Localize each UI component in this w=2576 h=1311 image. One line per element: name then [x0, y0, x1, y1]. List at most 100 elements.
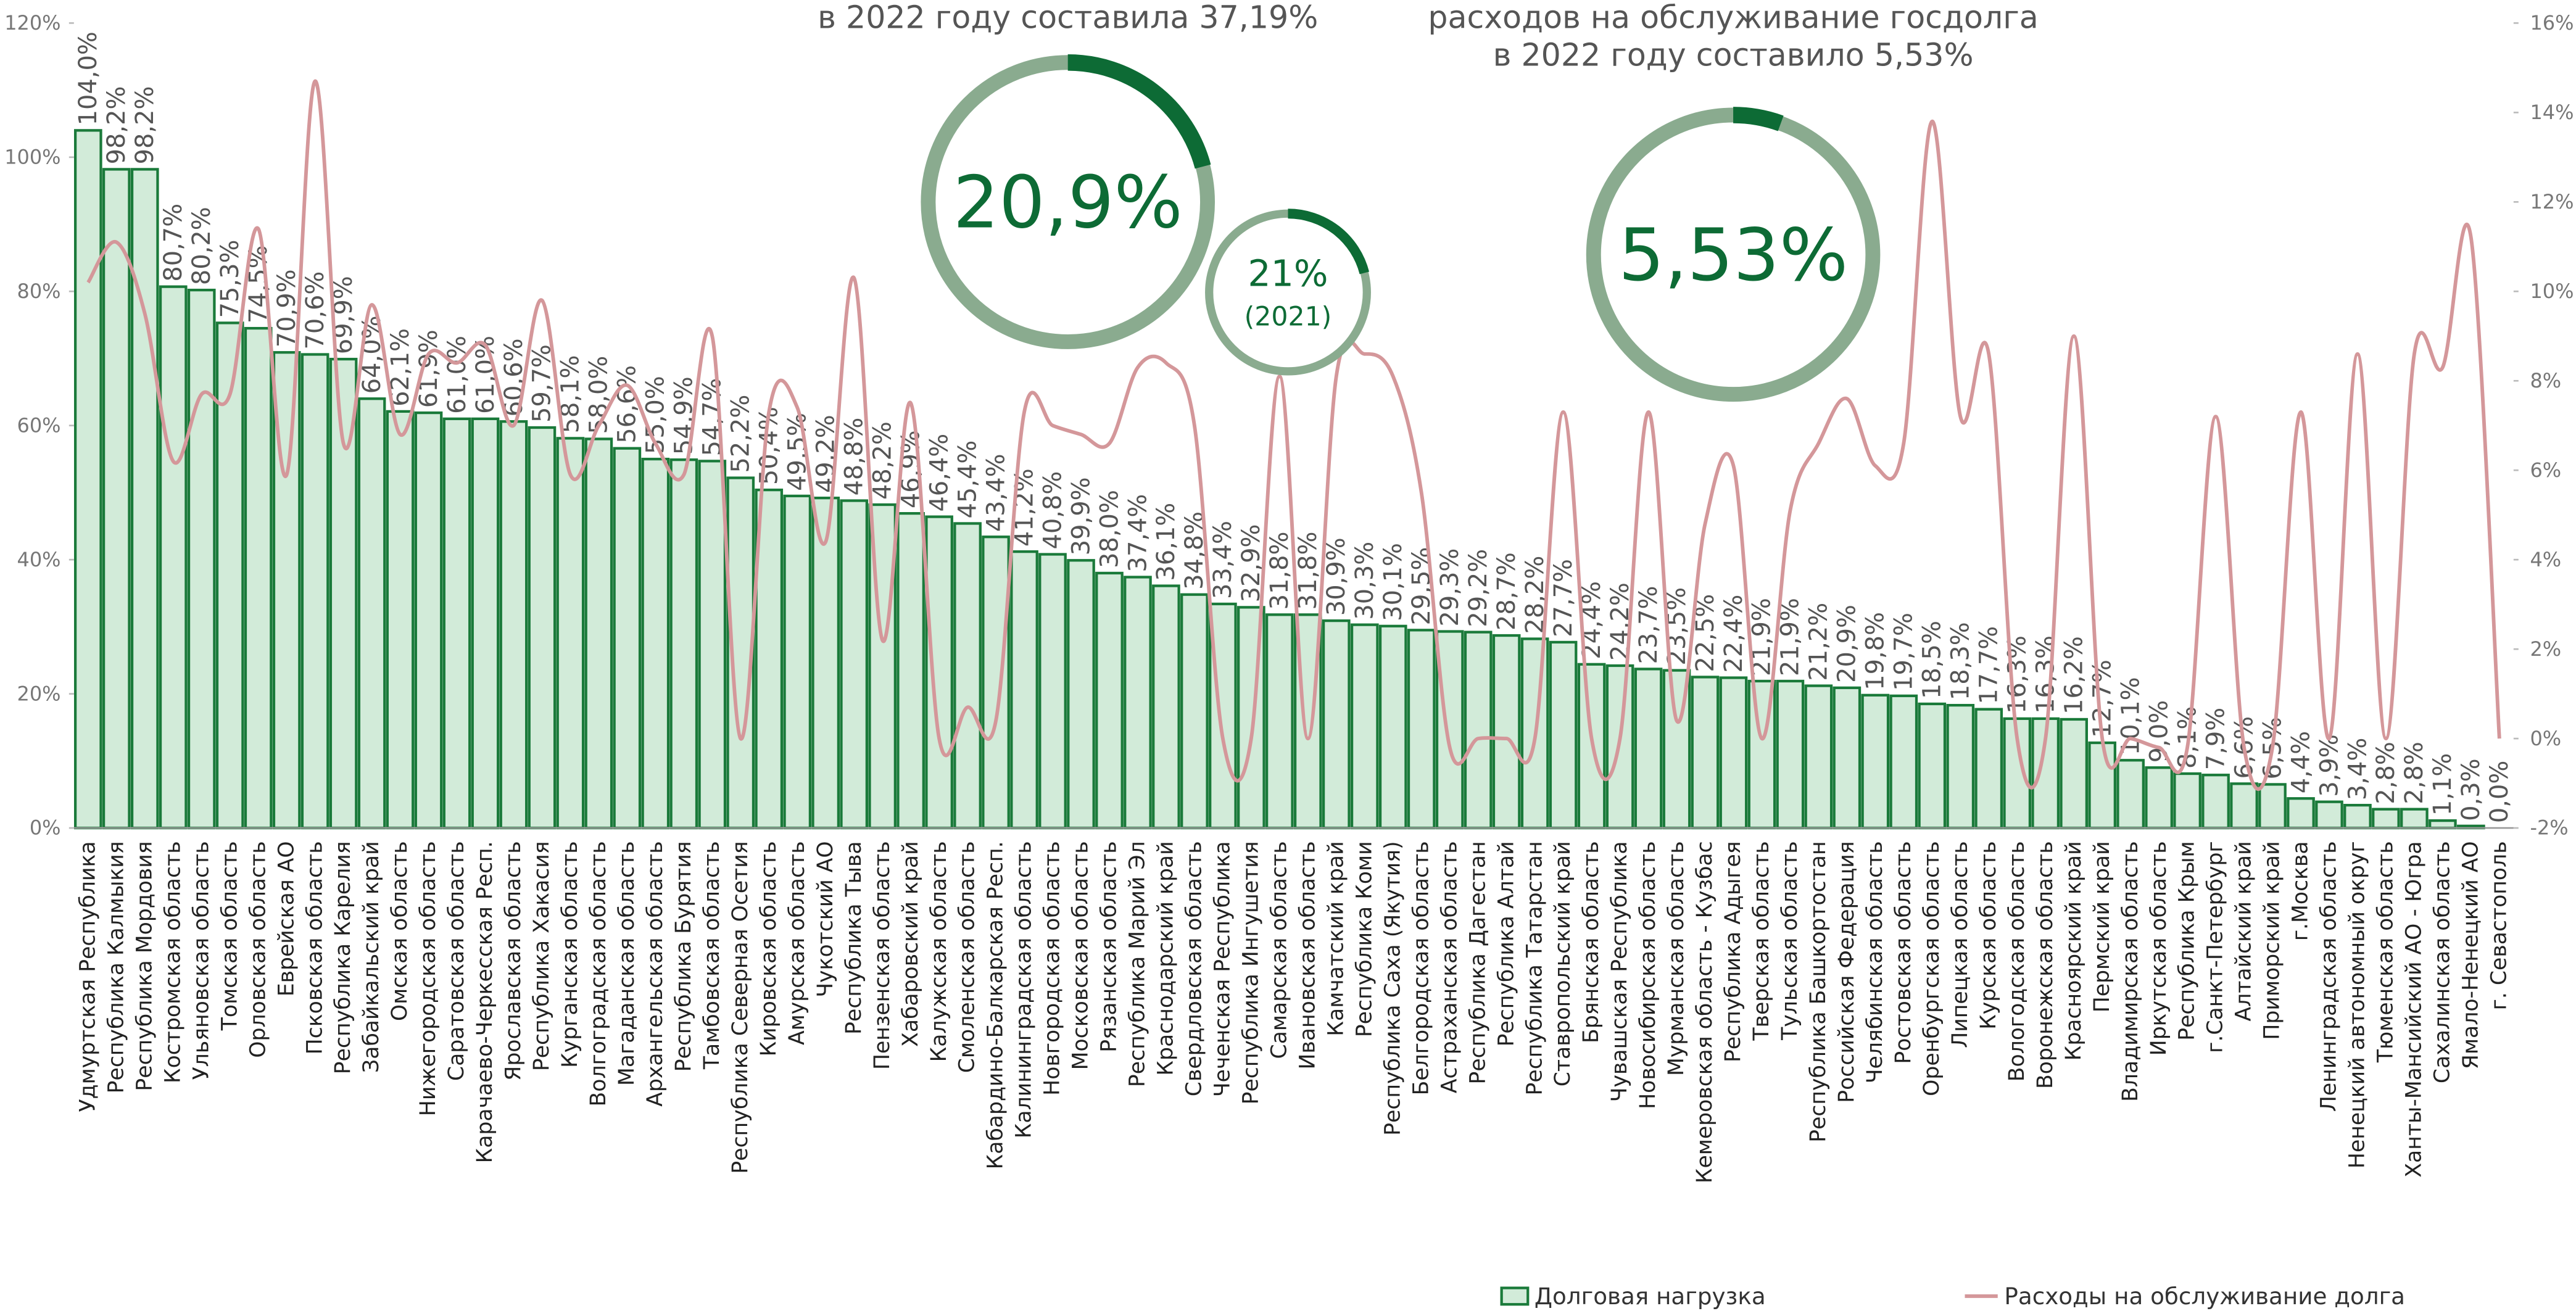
data-label: 27,7% [1549, 559, 1578, 637]
x-tick-label: Орловская область [246, 841, 270, 1057]
bar [1918, 702, 1947, 830]
x-tick-label: Чукотский АО [813, 841, 838, 997]
x-tick-label: Ставропольский край [1551, 841, 1575, 1086]
bar [357, 397, 386, 830]
x-tick-label: Тверская область [1749, 841, 1774, 1041]
data-label: 0,3% [2457, 758, 2485, 821]
donut-label: 20,9% [953, 160, 1183, 245]
x-tick-label: Иркутская область [2147, 841, 2171, 1056]
x-tick-label: Калининградская область [1012, 841, 1037, 1138]
x-tick-label: Республика Башкортостан [1806, 841, 1831, 1142]
bar [1180, 593, 1209, 830]
bar [811, 497, 840, 830]
x-tick-label: Республика Саха (Якутия) [1380, 841, 1405, 1135]
bar [102, 168, 131, 830]
x-tick-label: г.Санкт-Петербург [2203, 841, 2228, 1053]
bar [471, 417, 500, 830]
data-label: 29,2% [1464, 549, 1493, 627]
x-tick-label: Брянская область [1579, 841, 1604, 1043]
bar [2145, 766, 2173, 830]
data-label: 0,0% [2485, 761, 2514, 823]
bar [2060, 718, 2089, 830]
x-tick-label: Ростовская область [1891, 841, 1916, 1064]
donut-arc [920, 54, 1216, 350]
bar [2201, 774, 2230, 830]
data-label: 19,7% [1890, 613, 1918, 691]
x-tick-label: Курская область [1976, 841, 2001, 1029]
x-tick-label: Челябинская область [1863, 841, 1887, 1083]
x-tick-label: Карачаево-Черкесская Респ. [473, 841, 497, 1163]
data-label: 18,3% [1947, 622, 1975, 700]
y2-tick-label: 10% [2530, 279, 2574, 303]
x-tick-label: Кировская область [756, 841, 781, 1056]
data-label: 43,4% [982, 453, 1010, 532]
bar [1719, 676, 1748, 830]
bar [1067, 559, 1095, 830]
data-label: 70,6% [301, 271, 329, 350]
bar [159, 285, 188, 830]
bar [1549, 640, 1578, 830]
bar [840, 499, 868, 830]
x-tick-label: Тюменская область [2374, 841, 2398, 1063]
x-tick-label: Белгородская область [1409, 841, 1433, 1095]
data-label: 1,1% [2429, 753, 2457, 816]
legend-label: Расходы на обслуживание долга [2004, 1283, 2405, 1310]
data-label: 80,2% [188, 207, 216, 285]
x-tick-label: Республика Татарстан [1522, 841, 1547, 1095]
data-label: 48,2% [868, 421, 897, 500]
data-label: 45,4% [953, 440, 982, 519]
x-tick-label: Приморский край [2260, 841, 2285, 1040]
x-tick-label: Российская Федерация [1834, 841, 1859, 1102]
data-label: 58,0% [585, 356, 613, 434]
bar [669, 458, 698, 830]
x-tick-label: Ленинградская область [2317, 841, 2342, 1112]
x-tick-label: Республика Крым [2175, 841, 2200, 1040]
annotation: в 2022 году составила 37,19% [818, 0, 1318, 35]
donut-label: 21% [1248, 252, 1328, 294]
data-label: 30,9% [1322, 537, 1351, 616]
data-label: 33,4% [1209, 521, 1237, 599]
bar [584, 437, 613, 830]
x-tick-label: Сахалинская область [2430, 841, 2455, 1083]
y2-tick-label: 0% [2530, 727, 2561, 750]
x-tick-label: Краснодарский край [1154, 841, 1178, 1075]
bar [414, 411, 443, 830]
x-tick-label: Амурская область [785, 841, 810, 1045]
x-tick-label: Смоленская область [955, 841, 980, 1073]
x-tick-label: Республика Северная Осетия [728, 841, 753, 1173]
x-tick-label: Самарская область [1267, 841, 1291, 1059]
bar [386, 410, 415, 830]
x-tick-label: Республика Бурятия [671, 841, 696, 1072]
y2-tick-label: 2% [2530, 637, 2561, 661]
x-tick-label: Костромская область [160, 841, 185, 1083]
data-label: 37,4% [1124, 494, 1152, 573]
x-tick-label: Хабаровский край [898, 841, 923, 1047]
bar [2287, 797, 2315, 830]
data-label: 4,4% [2287, 731, 2315, 793]
data-label: 18,5% [1918, 621, 1947, 699]
data-label: 3,4% [2343, 738, 2372, 800]
y-tick-label: 20% [17, 682, 61, 705]
bar [1265, 613, 1294, 830]
bar [2343, 803, 2372, 830]
data-label: 23,7% [1634, 586, 1663, 664]
data-label: 80,7% [159, 204, 188, 282]
bar [442, 417, 471, 830]
bar [73, 129, 102, 830]
data-label: 98,2% [102, 86, 131, 165]
data-label: 39,9% [1067, 477, 1095, 555]
x-tick-label: Тульская область [1778, 841, 1802, 1041]
y2-tick-label: 14% [2530, 101, 2574, 124]
x-tick-label: Псковская область [302, 841, 327, 1054]
bar [613, 447, 642, 830]
bar [1974, 708, 2003, 830]
bar [2400, 808, 2429, 830]
y2-tick-label: 16% [2530, 11, 2574, 35]
data-label: 75,3% [216, 240, 244, 318]
data-label: 7,9% [2201, 708, 2230, 770]
x-tick-label: Республика Калмыкия [104, 841, 128, 1093]
bar [1350, 623, 1379, 830]
x-tick-label: Оренбургская область [1920, 841, 1944, 1096]
x-tick-label: Липецкая область [1948, 841, 1973, 1048]
